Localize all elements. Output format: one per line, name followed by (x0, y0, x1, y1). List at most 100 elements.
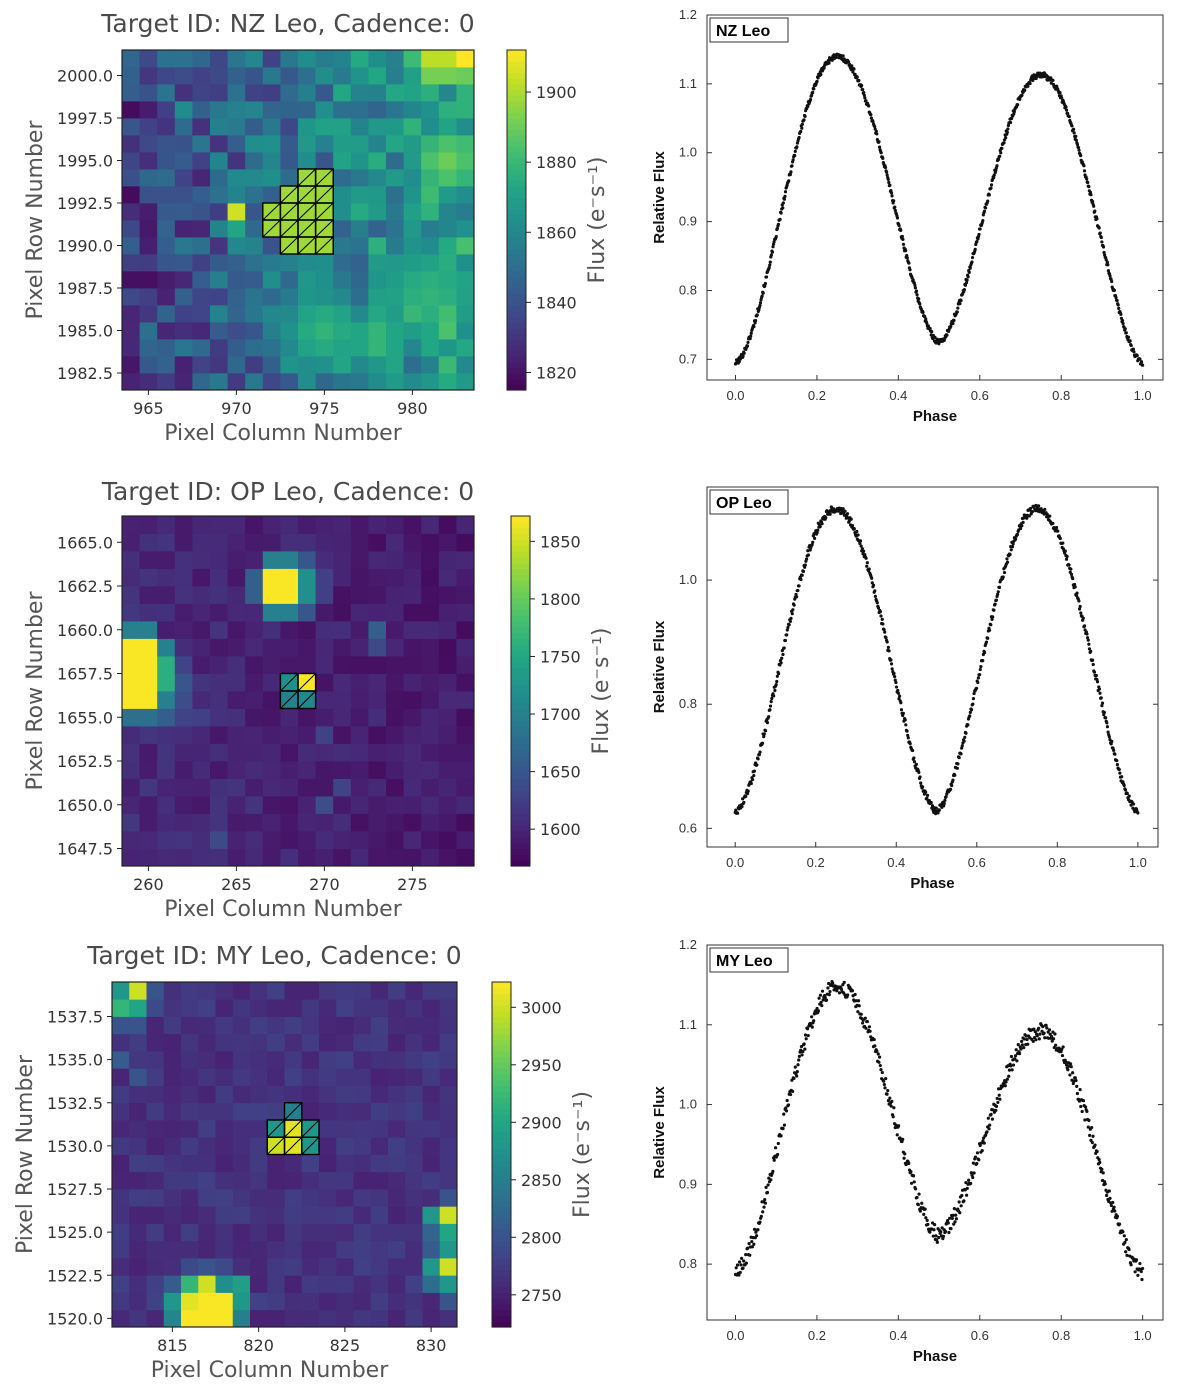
target-label-box: MY Leo (709, 947, 789, 973)
pixel-cell (245, 533, 264, 552)
colorbar-segment (492, 1016, 511, 1023)
aperture-hatch (280, 202, 299, 221)
data-point (1115, 759, 1119, 763)
pixel-cell (112, 1154, 130, 1173)
data-point (756, 1228, 760, 1232)
pixel-cell (122, 186, 140, 204)
y-tick-label: 1537.5 (47, 1008, 103, 1027)
pixel-cell (298, 848, 316, 867)
data-point (925, 1218, 929, 1223)
y-tick-label: 1527.5 (47, 1180, 103, 1199)
data-point (778, 217, 782, 221)
data-point (901, 711, 905, 716)
data-point (951, 321, 955, 326)
data-point (1110, 279, 1114, 284)
pixel-cell (262, 135, 281, 153)
colorbar-segment (511, 679, 530, 686)
data-point (785, 1098, 789, 1103)
pixel-cell (192, 726, 211, 744)
y-tick-label: 1525.0 (47, 1223, 103, 1242)
data-point (845, 512, 850, 516)
data-point (882, 1079, 886, 1083)
pixel-cell (122, 339, 140, 357)
light-curve-panel-0: 0.0 0.2 0.4 0.6 0.8 1.00.70.80.91.01.11.2NZ L… (651, 7, 1164, 425)
pixel-cell (210, 813, 228, 832)
aperture-hatch (280, 236, 299, 255)
data-point (926, 1222, 930, 1226)
data-point (992, 173, 996, 177)
pixel-cell (438, 831, 457, 849)
pixel-cell (301, 1085, 320, 1104)
data-point (971, 697, 976, 701)
data-point (788, 172, 793, 177)
pixel-cell (181, 1120, 199, 1138)
data-point (857, 1004, 861, 1008)
colorbar-segment (492, 1143, 511, 1150)
data-point (1086, 180, 1090, 185)
data-point (890, 1099, 894, 1103)
data-point (1099, 235, 1103, 240)
colorbar-segment (507, 293, 526, 300)
aperture-hatch (266, 1136, 285, 1155)
pixel-cell (210, 761, 228, 779)
data-point (959, 752, 963, 756)
data-point (1079, 154, 1083, 158)
pixel-cell (405, 1068, 423, 1086)
data-point (1115, 1214, 1120, 1218)
pixel-cell (232, 1206, 251, 1224)
data-point (800, 126, 804, 130)
data-point (1135, 354, 1139, 358)
pixel-cell (403, 656, 422, 674)
pixel-cell (421, 339, 440, 357)
data-point (745, 344, 750, 348)
pixel-cell (405, 1154, 423, 1173)
data-point (1005, 130, 1009, 134)
pixel-cell (350, 84, 369, 102)
pixel-cell (438, 288, 457, 306)
colorbar-segment (492, 1304, 511, 1311)
data-point (1016, 103, 1020, 107)
pixel-cell (333, 533, 352, 552)
data-point (887, 180, 891, 185)
pixel-cell (280, 152, 299, 170)
colorbar-segment (511, 761, 530, 768)
colorbar-segment (511, 825, 530, 832)
pixel-cell (245, 638, 264, 657)
data-point (855, 529, 859, 534)
data-point (885, 173, 889, 177)
colorbar-segment (492, 1085, 511, 1092)
pixel-cell (192, 373, 211, 391)
pixel-cell (421, 67, 440, 85)
pixel-cell (386, 848, 404, 867)
pixel-cell (174, 203, 193, 221)
pixel-cell (192, 586, 211, 604)
data-point (1097, 1157, 1101, 1162)
data-point (766, 1183, 770, 1187)
data-point (964, 731, 968, 735)
pixel-cell (146, 982, 165, 1000)
data-point (1116, 303, 1120, 307)
data-point (949, 1227, 953, 1231)
pixel-cell (403, 356, 422, 374)
data-point (1020, 1043, 1024, 1047)
data-point (758, 1220, 762, 1224)
pixel-cell (298, 796, 316, 814)
pixel-cell (438, 673, 457, 692)
pixel-cell (122, 831, 140, 849)
pixel-cell (386, 118, 404, 136)
data-point (869, 116, 874, 120)
pixel-cell (405, 1309, 423, 1328)
pixel-cell (210, 356, 228, 374)
data-point (952, 1207, 956, 1211)
pixel-cell (368, 813, 387, 832)
data-point (851, 70, 855, 74)
data-point (1085, 177, 1089, 181)
pixel-cell (438, 568, 457, 587)
pixel-cell (284, 982, 303, 1000)
data-point (774, 234, 778, 239)
data-point (1071, 1081, 1075, 1086)
pixel-cell (438, 638, 457, 657)
pixel-cell (245, 67, 264, 85)
data-point (739, 1263, 743, 1267)
y-axis-label: Relative Flux (651, 151, 668, 244)
